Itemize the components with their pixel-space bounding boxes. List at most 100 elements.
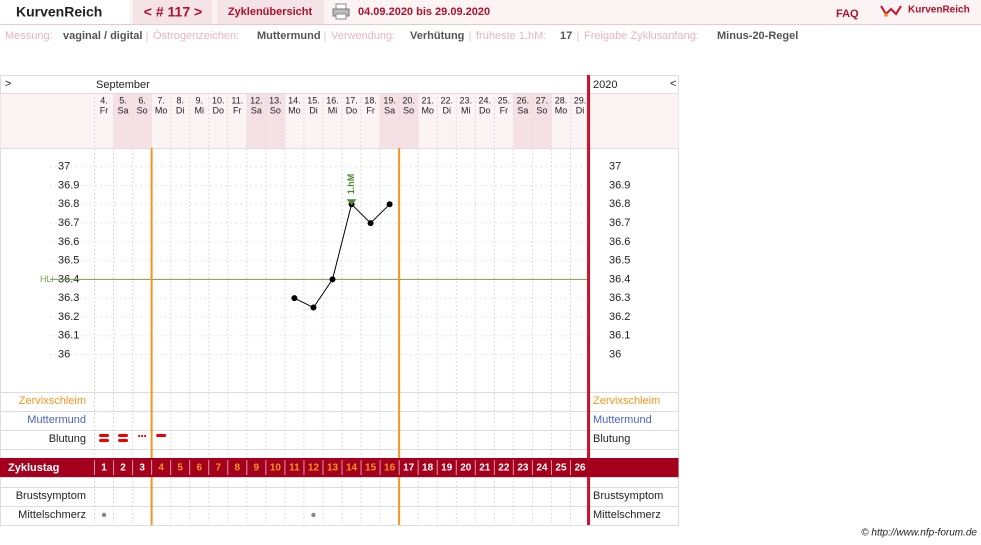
cycle-day: 20: [460, 463, 472, 474]
day-date: 12.: [250, 95, 263, 105]
y-tick-label-right: 36.4: [609, 273, 630, 285]
year-label: 2020: [593, 79, 617, 91]
overview-box: [217, 0, 324, 24]
overview-link[interactable]: Zyklenübersicht: [228, 6, 313, 18]
day-date: 9.: [195, 95, 203, 105]
day-weekday: So: [536, 105, 547, 115]
cycle-day: 2: [120, 463, 126, 474]
bleeding-mark: [138, 434, 147, 438]
print-icon[interactable]: [332, 3, 350, 20]
y-tick-label: 36: [58, 348, 70, 360]
nav-right: <: [670, 78, 676, 90]
day-weekday: Sa: [517, 105, 528, 115]
day-weekday: Mo: [555, 105, 568, 115]
day-date: 14.: [288, 95, 301, 105]
info-value: 17: [560, 30, 572, 42]
day-date: 27.: [536, 95, 549, 105]
print-icon-tray: [335, 13, 347, 20]
info-label: Verwendung:: [331, 30, 395, 42]
info-label: Östrogenzeichen:: [153, 30, 239, 42]
cycle-day: 11: [289, 463, 300, 474]
y-tick-label: 36.7: [58, 217, 79, 229]
brand-icon-curve: [880, 5, 902, 16]
cycle-day: 22: [498, 463, 510, 474]
footer: © http://www.nfp-forum.de: [861, 528, 977, 539]
faq-link[interactable]: FAQ: [836, 8, 859, 20]
day-date: 20.: [402, 95, 415, 105]
day-date: 24.: [479, 95, 492, 105]
cycle-day: 18: [422, 463, 434, 474]
logo[interactable]: KurvenReich: [16, 4, 102, 20]
day-weekday: Sa: [384, 105, 395, 115]
cycle-day: 16: [384, 463, 396, 474]
day-weekday: Do: [479, 105, 491, 115]
y-tick-label-right: 37: [609, 161, 621, 173]
day-date: 13.: [269, 95, 282, 105]
row-label: Mittelschmerz: [18, 509, 86, 521]
weekend-shade: [265, 93, 285, 148]
day-date: 18.: [364, 95, 377, 105]
y-tick-label: 37: [58, 161, 70, 173]
weekend-shade: [246, 93, 266, 148]
day-weekday: Do: [213, 105, 225, 115]
first-high-marker: [346, 199, 357, 206]
day-date: 25.: [498, 95, 511, 105]
cycle-nav[interactable]: < # 117 >: [144, 4, 202, 20]
logo-box: [0, 0, 130, 24]
cycle-day: 6: [196, 463, 202, 474]
day-date: 4.: [100, 95, 108, 105]
cycle-day-bar: [0, 458, 679, 477]
row-label: Zervixschleim: [19, 395, 86, 407]
row-label-right: Muttermund: [593, 414, 652, 426]
day-weekday: Mo: [155, 105, 168, 115]
row-label-right: Mittelschmerz: [593, 509, 661, 521]
brand-icon: [880, 5, 902, 17]
day-date: 19.: [383, 95, 396, 105]
cycle-day: 7: [215, 463, 221, 474]
day-date: 6.: [138, 95, 146, 105]
date-range: 04.09.2020 bis 29.09.2020: [358, 6, 490, 18]
cycle-day: 10: [270, 463, 282, 474]
y-tick-label-right: 36.6: [609, 236, 630, 248]
info-label: Freigabe Zyklusanfang:: [584, 30, 699, 42]
month-label: September: [96, 79, 150, 91]
cycle-day: 13: [327, 463, 339, 474]
cycle-nav-box: [133, 0, 212, 24]
y-tick-label: 36.8: [58, 198, 79, 210]
cycle-day: 26: [574, 463, 586, 474]
bleeding-pill: [99, 434, 110, 437]
row-label-right: Brustsymptom: [593, 490, 663, 502]
weekend-shade: [399, 93, 419, 148]
nav-left: >: [5, 78, 11, 90]
y-tick-label-right: 36: [609, 348, 621, 360]
mittelschmerz-mark: [101, 512, 107, 518]
row-label: Muttermund: [27, 414, 86, 426]
cycle-day: 3: [139, 463, 145, 474]
cycle-day: 15: [365, 463, 377, 474]
cycle-day-label: Zyklustag: [8, 462, 59, 474]
bleeding-pill: [156, 434, 167, 437]
day-date: 29.: [574, 95, 587, 105]
day-date: 26.: [517, 95, 530, 105]
day-weekday: Di: [442, 105, 451, 115]
day-date: 17.: [345, 95, 358, 105]
brand-icon-dot: [884, 13, 888, 17]
cycle-day: 25: [555, 463, 567, 474]
info-value: Minus-20-Regel: [717, 30, 798, 42]
weekend-shade: [380, 93, 400, 148]
info-label: Messung:: [5, 30, 53, 42]
bleeding-pill: [118, 434, 129, 437]
weekend-shade: [113, 93, 133, 148]
day-weekday: Di: [309, 105, 318, 115]
cycle-chart: Messung: vaginal / digital Östrogenzeichen…: [0, 30, 798, 526]
y-tick-label-right: 36.3: [609, 292, 630, 304]
day-weekday: Mi: [194, 105, 204, 115]
cycle-day: 14: [346, 463, 358, 474]
cycle-day: 5: [177, 463, 183, 474]
temperature-point: [329, 276, 336, 283]
cycle-day: 8: [235, 463, 241, 474]
y-tick-label: 36.5: [58, 255, 79, 267]
cycle-day: 21: [479, 463, 491, 474]
temperature-point: [310, 304, 317, 311]
y-tick-label: 36.6: [58, 236, 79, 248]
